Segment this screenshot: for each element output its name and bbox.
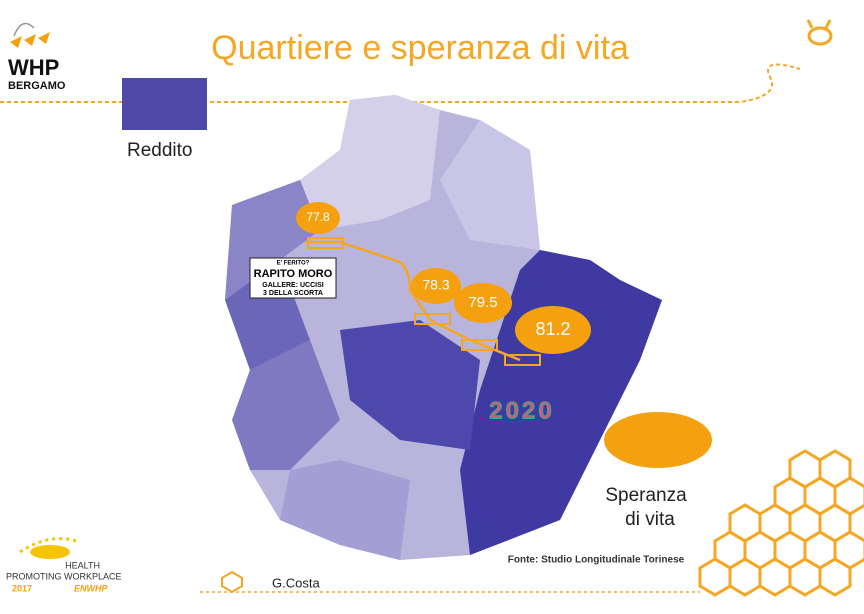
slide-title: Quartiere e speranza di vita bbox=[211, 29, 629, 67]
newspaper-line: E' FERITO? bbox=[277, 261, 310, 267]
footer-bee bbox=[221, 570, 243, 594]
bubble-label: 79.5 bbox=[468, 294, 497, 311]
bubble bbox=[411, 268, 461, 304]
newspaper-headline: RAPITO MORO bbox=[254, 268, 333, 280]
logo-stripes bbox=[10, 32, 50, 48]
life-expectancy-label: di vita bbox=[625, 509, 675, 530]
bubble bbox=[454, 283, 512, 323]
district bbox=[460, 250, 662, 555]
badge-text: ENWHP bbox=[74, 583, 108, 593]
district bbox=[440, 120, 540, 250]
newspaper: E' FERITO? RAPITO MORO GALLERE: UCCISI 3… bbox=[249, 257, 337, 299]
newspaper-line: GALLERE: UCCISI bbox=[262, 282, 324, 289]
bubble-label: 77.8 bbox=[306, 210, 330, 224]
badge-text: PROMOTING WORKPLACE bbox=[6, 571, 122, 581]
district bbox=[232, 340, 340, 470]
author: G.Costa bbox=[272, 575, 320, 590]
newspaper-line: 3 DELLA SCORTA bbox=[263, 290, 323, 297]
bubble bbox=[296, 202, 340, 234]
bubble-label: 78.3 bbox=[422, 277, 449, 293]
income-label: Reddito bbox=[127, 140, 193, 161]
district bbox=[340, 320, 480, 450]
logo-subtext: BERGAMO bbox=[8, 80, 66, 92]
district bbox=[225, 180, 320, 300]
honeycomb bbox=[698, 449, 864, 597]
logo-wing bbox=[13, 22, 35, 37]
income-swatch bbox=[122, 78, 207, 130]
source-note: Fonte: Studio Longitudinale Torinese bbox=[508, 555, 685, 566]
dashed-divider bbox=[0, 63, 801, 103]
badge-text: HEALTH bbox=[65, 560, 100, 570]
district bbox=[300, 95, 440, 230]
bee-icon bbox=[806, 19, 833, 46]
trams bbox=[307, 237, 541, 366]
life-expectancy-bubbles: 77.8 78.3 79.5 81.2 bbox=[296, 202, 591, 354]
bubble bbox=[515, 306, 591, 354]
whp-logo: WHP BERGAMO bbox=[8, 22, 66, 92]
event-logo: 2020 bbox=[489, 397, 554, 424]
bubble-label: 81.2 bbox=[535, 319, 570, 339]
tram-line bbox=[305, 240, 521, 362]
hpw-badge: HEALTH PROMOTING WORKPLACE 2017 ENWHP bbox=[6, 537, 122, 593]
logo-text: WHP bbox=[8, 55, 59, 80]
badge-text: 2017 bbox=[12, 583, 32, 593]
district bbox=[280, 460, 410, 560]
life-expectancy-swatch bbox=[604, 412, 712, 468]
life-expectancy-label: Speranza bbox=[605, 485, 687, 506]
